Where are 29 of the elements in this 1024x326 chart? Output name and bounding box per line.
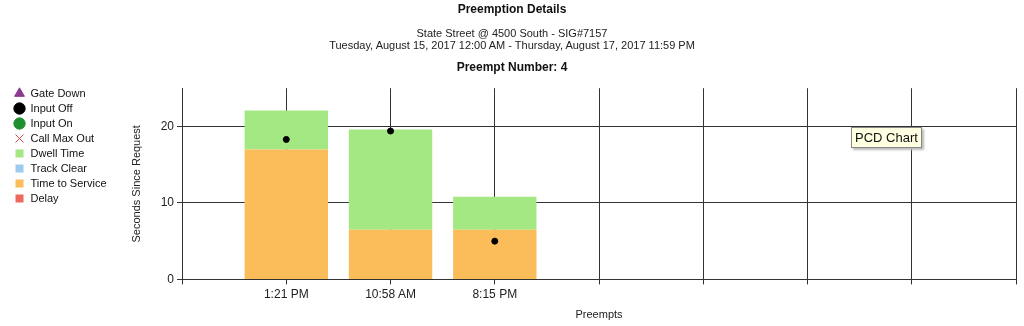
legend-label: Dwell Time	[30, 146, 85, 159]
y-tick-label: 0	[167, 271, 175, 286]
legend-label: Call Max Out	[30, 131, 95, 144]
legend-label: Delay	[30, 191, 60, 204]
x-tick-label: 10:58 AM	[365, 286, 416, 301]
text: Preempt Number: 4	[455, 60, 569, 74]
bar	[348, 129, 433, 230]
bar	[244, 110, 328, 150]
bar	[453, 229, 537, 279]
legend-label: Time to Service	[30, 176, 107, 189]
legend-label: Track Clear	[30, 161, 88, 174]
legend-label: Input Off	[30, 101, 74, 114]
y-tick-label: 10	[160, 195, 175, 210]
point	[387, 127, 395, 135]
x-axis-title: Preempts	[575, 308, 624, 321]
bar	[348, 229, 433, 279]
chart-title: Preemption Details	[456, 2, 568, 16]
legend-label: Gate Down	[30, 86, 86, 99]
annotation: PCD Chart	[851, 127, 922, 148]
point	[491, 237, 499, 245]
bar	[453, 196, 537, 230]
point	[282, 135, 290, 143]
chart-subtitle: State Street @ 4500 South - SIG#7157 Tuesday, August 15, 2017 12:00 AM - Thursday, August 17, 2017 11:59 PM	[328, 27, 696, 51]
y-axis-title: Seconds Since Request	[130, 125, 143, 243]
y-tick-label: 20	[160, 118, 175, 133]
x-tick-label: 1:21 PM	[263, 286, 309, 301]
bar	[244, 149, 328, 279]
x-tick-label: 8:15 PM	[472, 286, 518, 301]
legend-label: Input On	[30, 116, 73, 129]
